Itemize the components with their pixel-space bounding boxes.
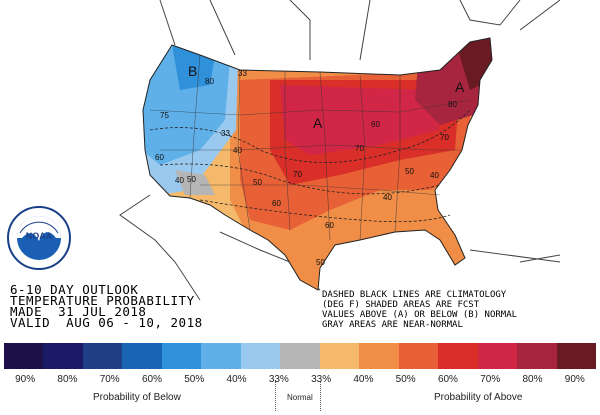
title-line-1: 6-10 DAY OUTLOOK xyxy=(10,282,139,297)
scale-swatch xyxy=(240,343,281,369)
scale-swatch xyxy=(201,343,241,369)
title-line-2: TEMPERATURE PROBABILITY xyxy=(10,293,195,308)
scale-swatch xyxy=(556,343,597,369)
prob-label: 75 xyxy=(160,111,169,120)
prob-label: 60 xyxy=(371,120,380,129)
us-outline xyxy=(142,37,493,291)
prob-label: 40 xyxy=(430,171,439,180)
prob-label: 80 xyxy=(205,77,214,86)
percent-label: 33% xyxy=(268,374,289,385)
noaa-logo: NOAA xyxy=(6,205,72,271)
noaa-text: NOAA xyxy=(26,231,53,241)
scale-swatch xyxy=(82,343,123,369)
percent-label: 60% xyxy=(437,374,458,385)
scale-swatch xyxy=(122,343,162,369)
prob-label: 70 xyxy=(293,170,302,179)
scale-swatch xyxy=(359,343,399,369)
prob-label: 33 xyxy=(238,69,247,78)
prob-label: 60 xyxy=(272,199,281,208)
above-marker: A xyxy=(313,115,323,131)
percent-label: 33% xyxy=(311,374,332,385)
below-marker: B xyxy=(188,63,197,79)
above-caption: Probability of Above xyxy=(434,392,523,403)
outlook-map: B A A 80 75 60 50 40 33 33 40 50 60 70 7… xyxy=(119,0,561,301)
prob-label: 40 xyxy=(175,176,184,185)
percent-label: 50% xyxy=(184,374,205,385)
prob-label: 70 xyxy=(440,133,449,142)
scale-swatch xyxy=(4,343,44,369)
scale-swatch xyxy=(438,343,478,369)
legend-note: DASHED BLACK LINES ARE CLIMATOLOGY (DEG … xyxy=(322,290,517,330)
prob-label: 50 xyxy=(316,258,325,267)
border-lines xyxy=(119,0,561,301)
climatology-lines xyxy=(149,109,471,223)
below-caption: Probability of Below xyxy=(93,392,181,403)
scale-swatch xyxy=(398,343,439,369)
prob-label: 33 xyxy=(221,129,230,138)
color-scale xyxy=(4,343,597,369)
scale-swatch xyxy=(477,343,518,369)
percent-label: 40% xyxy=(353,374,374,385)
percent-label: 60% xyxy=(141,374,162,385)
scale-swatch xyxy=(319,343,360,369)
normal-divider-right xyxy=(320,381,321,411)
prob-label: 60 xyxy=(325,221,334,230)
title-line-4: VALID AUG 06 - 10, 2018 xyxy=(10,315,203,330)
prob-label: 50 xyxy=(253,178,262,187)
normal-caption: Normal xyxy=(287,393,313,402)
prob-labels: 80 75 60 50 40 33 33 40 50 60 70 70 60 5… xyxy=(155,69,457,267)
prob-label: 80 xyxy=(448,100,457,109)
prob-label: 50 xyxy=(187,175,196,184)
percent-label: 70% xyxy=(480,374,501,385)
scale-swatch xyxy=(43,343,83,369)
percent-label: 80% xyxy=(57,374,78,385)
title-block: 6-10 DAY OUTLOOK TEMPERATURE PROBABILITY… xyxy=(10,282,203,330)
scale-swatch xyxy=(280,343,320,369)
prob-label: 60 xyxy=(155,153,164,162)
percent-label: 70% xyxy=(99,374,120,385)
normal-divider-left xyxy=(275,381,276,411)
legend-line-1: DASHED BLACK LINES ARE CLIMATOLOGY xyxy=(322,290,507,300)
title-line-3: MADE 31 JUL 2018 xyxy=(10,304,147,319)
prob-label: 50 xyxy=(405,167,414,176)
legend-line-4: GRAY AREAS ARE NEAR-NORMAL xyxy=(322,320,463,330)
scale-swatch xyxy=(161,343,202,369)
legend-line-3: VALUES ABOVE (A) OR BELOW (B) NORMAL xyxy=(322,310,518,320)
state-lines xyxy=(149,54,471,241)
percent-label: 80% xyxy=(522,374,543,385)
percent-labels: 90% 80% 70% 60% 50% 40% 33% 33% 40% 50% 60% 70% 80% 9… xyxy=(4,374,596,385)
scale-swatch xyxy=(517,343,557,369)
prob-label: 70 xyxy=(355,144,364,153)
above-marker-2: A xyxy=(455,79,465,95)
legend-line-2: (DEG F) SHADED AREAS ARE FCST xyxy=(322,300,480,310)
percent-label: 40% xyxy=(226,374,247,385)
prob-label: 40 xyxy=(383,193,392,202)
percent-label: 50% xyxy=(395,374,416,385)
prob-label: 40 xyxy=(233,146,242,155)
percent-label: 90% xyxy=(564,374,585,385)
percent-label: 90% xyxy=(15,374,36,385)
